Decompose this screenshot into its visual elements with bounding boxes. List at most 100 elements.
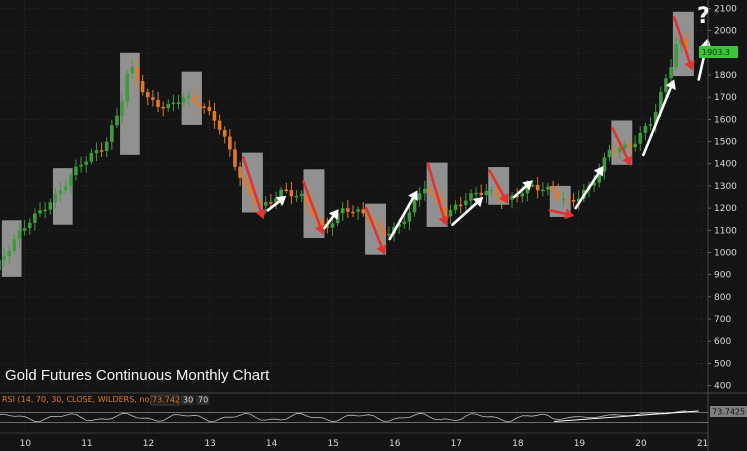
candle-body: [284, 189, 289, 192]
down-arrow: [488, 169, 509, 204]
candle-body: [525, 185, 530, 194]
candle-body: [479, 192, 484, 196]
candle-body: [535, 184, 540, 191]
candle-body: [130, 66, 135, 74]
candle-body: [397, 224, 401, 227]
price-tick-label: 2000: [714, 27, 737, 37]
candle-body: [428, 188, 432, 193]
candle-body: [171, 102, 176, 105]
down-arrow-head: [438, 215, 450, 226]
candle-body: [17, 230, 22, 240]
candle-body: [366, 213, 371, 221]
candle-body: [361, 209, 366, 214]
price-tick-label: 1700: [714, 93, 737, 103]
candle-body: [48, 202, 53, 210]
candle-body: [674, 44, 678, 67]
candle-body: [612, 149, 617, 153]
up-arrow-head: [408, 190, 418, 201]
time-tick-label: 11: [81, 439, 92, 449]
time-tick-label: 20: [635, 439, 647, 449]
down-arrow-shaft: [426, 162, 446, 219]
candle-body: [202, 106, 206, 108]
rsi-panel: [0, 392, 747, 423]
candle-body: [94, 150, 99, 154]
candle-body: [643, 125, 648, 133]
candle-body: [192, 96, 196, 102]
candle-body: [258, 203, 263, 206]
candle-body: [74, 166, 78, 176]
price-tick-label: 1500: [714, 138, 737, 148]
up-arrow: [574, 165, 604, 210]
candle-body: [207, 106, 212, 112]
candle-body: [489, 189, 494, 192]
candle-body: [653, 111, 658, 125]
candle-body: [541, 189, 545, 192]
up-arrow: [388, 190, 418, 241]
down-arrow-head: [564, 208, 575, 220]
time-tick-label: 14: [266, 439, 278, 449]
time-tick-label: 16: [389, 439, 401, 449]
candle-body: [340, 208, 345, 214]
up-arrow-head: [700, 38, 712, 49]
candle-body: [99, 150, 104, 152]
candle-body: [520, 193, 525, 197]
down-arrow: [611, 126, 633, 166]
candle-body: [120, 101, 124, 116]
price-tick-label: 1000: [714, 248, 737, 258]
up-arrow-shaft: [512, 185, 528, 199]
candle-body: [197, 101, 201, 107]
time-tick-label: 19: [574, 439, 586, 449]
time-tick-label: 17: [451, 439, 462, 449]
up-arrow: [642, 79, 676, 157]
down-arrow-head: [622, 155, 633, 166]
candle-body: [530, 184, 535, 187]
candle-body: [402, 221, 407, 225]
candle-body: [58, 190, 63, 194]
candle-body: [664, 78, 668, 92]
rsi-value-inline: 73.7425: [152, 396, 185, 405]
candle-body: [294, 195, 299, 198]
down-arrow: [241, 155, 266, 220]
candle-body: [597, 171, 602, 183]
candle-body: [633, 143, 637, 148]
price-tick-label: 1800: [714, 71, 737, 81]
candle-body: [648, 124, 653, 126]
price-tick-label: 900: [714, 271, 731, 281]
candle-body: [238, 166, 242, 178]
candle-body: [2, 256, 6, 260]
candle-body: [63, 186, 68, 191]
candle-body: [135, 66, 140, 82]
candle-body: [592, 182, 596, 186]
candle-body: [161, 106, 165, 109]
candle-body: [453, 204, 458, 210]
down-arrow: [426, 162, 450, 226]
candle-body: [356, 209, 360, 212]
rsi-value-badge: 73.7425: [710, 406, 747, 417]
up-arrow-head: [593, 165, 604, 177]
candle-body: [376, 223, 381, 228]
candle-body: [181, 97, 186, 103]
candle-body: [12, 239, 17, 251]
rsi-level-high: 70: [198, 396, 208, 405]
candle-body: [217, 120, 222, 130]
time-tick-label: 15: [327, 439, 338, 449]
down-arrow-shaft: [365, 206, 383, 248]
candle-body: [371, 220, 376, 224]
highlight-box: [611, 120, 633, 165]
up-arrow: [323, 209, 339, 230]
candle-body: [628, 144, 632, 148]
down-arrow: [672, 16, 695, 71]
candle-body: [556, 191, 560, 199]
time-tick-label: 12: [143, 439, 154, 449]
candle-body: [166, 103, 171, 109]
up-arrow-head: [472, 197, 484, 208]
candle-body: [325, 225, 330, 228]
up-arrow: [451, 197, 484, 227]
up-arrow-shaft: [451, 201, 478, 227]
candle-body: [566, 198, 571, 201]
down-arrow-shaft: [488, 169, 505, 198]
price-tick-label: 1300: [714, 182, 737, 192]
candle-body: [684, 38, 689, 53]
candle-body: [43, 209, 47, 212]
question-mark: ?: [697, 4, 710, 29]
